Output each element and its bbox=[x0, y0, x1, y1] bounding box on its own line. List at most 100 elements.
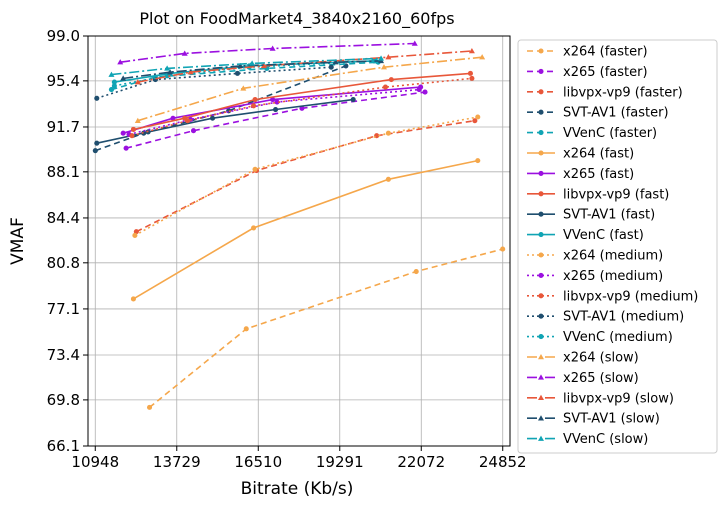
series-line bbox=[125, 91, 426, 149]
legend-swatch-marker bbox=[538, 89, 544, 95]
legend-label: VVenC (faster) bbox=[563, 126, 657, 141]
data-point bbox=[167, 69, 174, 75]
legend-label: SVT-AV1 (faster) bbox=[563, 106, 669, 121]
legend-swatch-marker bbox=[538, 109, 544, 115]
data-point bbox=[134, 117, 141, 123]
legend-item: x265 (medium) bbox=[527, 269, 663, 284]
legend-swatch-marker bbox=[538, 394, 544, 401]
data-point bbox=[500, 246, 506, 252]
legend-label: x264 (fast) bbox=[563, 147, 634, 162]
legend-swatch-marker bbox=[538, 334, 544, 340]
data-point bbox=[269, 45, 276, 51]
legend-item: SVT-AV1 (slow) bbox=[527, 412, 660, 427]
series-0 bbox=[146, 246, 506, 410]
y-tick-label: 69.8 bbox=[47, 391, 80, 409]
y-tick-label: 84.4 bbox=[47, 209, 80, 227]
data-point bbox=[350, 97, 356, 103]
legend-item: libvpx-vp9 (fast) bbox=[527, 187, 669, 202]
x-axis-label: Bitrate (Kb/s) bbox=[241, 479, 354, 499]
y-axis-label: VMAF bbox=[8, 217, 28, 265]
legend-label: x264 (medium) bbox=[563, 249, 663, 264]
data-point bbox=[134, 79, 141, 85]
series-line bbox=[128, 88, 420, 136]
data-point bbox=[475, 158, 481, 164]
data-point bbox=[382, 84, 389, 90]
series-layer bbox=[92, 40, 506, 410]
legend-label: x265 (slow) bbox=[563, 371, 639, 386]
y-tick-label: 99.0 bbox=[47, 27, 80, 45]
legend-swatch-marker bbox=[538, 232, 544, 238]
legend-item: x264 (slow) bbox=[527, 351, 639, 366]
legend-label: x264 (slow) bbox=[563, 351, 639, 366]
data-point bbox=[252, 166, 258, 172]
data-point bbox=[234, 70, 241, 76]
y-tick-label: 95.4 bbox=[47, 72, 80, 90]
series-line bbox=[120, 42, 415, 63]
data-point bbox=[164, 73, 170, 79]
y-tick-label: 80.8 bbox=[47, 254, 80, 272]
data-point bbox=[475, 114, 481, 120]
data-point bbox=[111, 79, 117, 85]
series-16 bbox=[117, 40, 418, 65]
data-point bbox=[130, 126, 136, 133]
legend-swatch-marker bbox=[538, 354, 544, 360]
data-point bbox=[378, 55, 385, 61]
series-line bbox=[148, 248, 503, 409]
legend-swatch-marker bbox=[538, 252, 544, 258]
data-point bbox=[413, 268, 419, 275]
data-point bbox=[422, 89, 428, 95]
data-point bbox=[249, 60, 256, 66]
data-point bbox=[252, 97, 258, 103]
series-19 bbox=[108, 55, 385, 77]
data-point bbox=[270, 97, 276, 103]
data-point bbox=[164, 65, 171, 71]
data-point bbox=[130, 296, 136, 302]
data-point bbox=[251, 225, 257, 231]
data-point bbox=[94, 140, 100, 146]
series-7 bbox=[130, 70, 473, 133]
data-point bbox=[132, 232, 138, 238]
legend-label: VVenC (medium) bbox=[563, 330, 673, 345]
series-18 bbox=[120, 57, 385, 81]
series-10 bbox=[132, 114, 481, 238]
series-2 bbox=[133, 118, 478, 235]
data-point bbox=[380, 64, 387, 70]
data-point bbox=[332, 59, 339, 65]
data-point bbox=[117, 59, 124, 65]
data-point bbox=[209, 115, 216, 121]
series-5 bbox=[130, 158, 481, 302]
legend-swatch-marker bbox=[538, 435, 544, 441]
data-point bbox=[108, 71, 115, 77]
data-point bbox=[388, 77, 394, 83]
series-15 bbox=[134, 54, 486, 123]
data-point bbox=[467, 70, 473, 76]
legend-item: VVenC (medium) bbox=[527, 330, 673, 345]
axis-ticks: 10948 13729 16510 19291 22072 24852 66.1 69.8 73… bbox=[47, 27, 527, 471]
legend-item: x264 (fast) bbox=[527, 147, 634, 162]
legend-swatch-marker bbox=[538, 272, 544, 278]
legend-label: VVenC (slow) bbox=[563, 432, 648, 447]
data-point bbox=[479, 54, 486, 60]
data-point bbox=[385, 130, 391, 136]
legend-swatch-marker bbox=[538, 48, 544, 54]
series-line bbox=[111, 57, 382, 76]
data-point bbox=[111, 83, 117, 89]
chart-title: Plot on FoodMarket4_3840x2160_60fps bbox=[139, 9, 454, 29]
legend-swatch-marker bbox=[538, 150, 544, 156]
legend-frame bbox=[517, 39, 718, 454]
data-point bbox=[123, 145, 129, 151]
data-point bbox=[146, 404, 153, 410]
series-1 bbox=[123, 89, 428, 151]
data-point bbox=[185, 118, 191, 124]
legend-swatch-marker bbox=[538, 130, 544, 136]
legend-item: libvpx-vp9 (slow) bbox=[527, 391, 674, 406]
legend-item: libvpx-vp9 (medium) bbox=[527, 289, 698, 304]
data-point bbox=[181, 50, 188, 56]
data-point bbox=[120, 130, 126, 136]
legend-swatch-marker bbox=[538, 313, 544, 319]
data-point bbox=[170, 115, 176, 121]
legend-label: libvpx-vp9 (fast) bbox=[563, 187, 669, 202]
data-point bbox=[251, 103, 257, 109]
legend-item: x265 (faster) bbox=[527, 65, 648, 80]
